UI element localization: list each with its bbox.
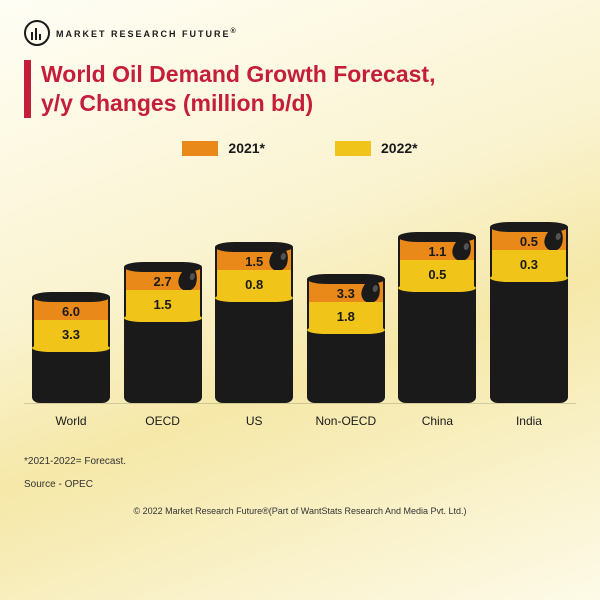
legend-swatch-2021 bbox=[182, 141, 218, 156]
barrel-body bbox=[398, 283, 476, 403]
barrel-lid bbox=[32, 292, 110, 302]
logo-icon bbox=[24, 20, 50, 46]
barrel-body bbox=[32, 343, 110, 403]
legend-label-2022: 2022* bbox=[381, 140, 418, 156]
legend-label-2021: 2021* bbox=[228, 140, 265, 156]
legend: 2021* 2022* bbox=[24, 140, 576, 156]
legend-swatch-2022 bbox=[335, 141, 371, 156]
source-text: Source - OPEC bbox=[24, 479, 576, 490]
value-2022: 1.8 bbox=[307, 302, 385, 330]
axis-label: Non-OECD bbox=[303, 414, 389, 428]
barrel-us: 1.50.8 bbox=[211, 242, 297, 403]
barrel-body bbox=[215, 293, 293, 403]
value-2022: 0.8 bbox=[215, 270, 293, 298]
brand-name: MARKET RESEARCH FUTURE® bbox=[56, 28, 238, 39]
barrel-body bbox=[124, 313, 202, 403]
chart-labels: World OECD US Non-OECD China India bbox=[24, 414, 576, 428]
axis-label: India bbox=[486, 414, 572, 428]
infographic-page: MARKET RESEARCH FUTURE® World Oil Demand… bbox=[0, 0, 600, 600]
value-2022: 3.3 bbox=[32, 320, 110, 348]
barrel-world: 6.03.3 bbox=[28, 292, 114, 403]
axis-label: OECD bbox=[120, 414, 206, 428]
barrel-india: 0.50.3 bbox=[486, 222, 572, 403]
value-2022: 0.3 bbox=[490, 250, 568, 278]
value-2022: 0.5 bbox=[398, 260, 476, 288]
barrel-lid bbox=[124, 262, 202, 272]
barrel-oecd: 2.71.5 bbox=[120, 262, 206, 403]
barrel-china: 1.10.5 bbox=[394, 232, 480, 403]
axis-label: World bbox=[28, 414, 114, 428]
copyright-text: © 2022 Market Research Future®(Part of W… bbox=[24, 506, 576, 516]
barrel-nonoecd: 3.31.8 bbox=[303, 274, 389, 403]
barrel-body bbox=[307, 325, 385, 403]
title-block: World Oil Demand Growth Forecast, y/y Ch… bbox=[24, 60, 576, 118]
barrel-chart: 6.03.32.71.51.50.83.31.81.10.50.50.3 bbox=[24, 174, 576, 404]
legend-item-2021: 2021* bbox=[182, 140, 265, 156]
title-accent-bar bbox=[24, 60, 31, 118]
brand-logo: MARKET RESEARCH FUTURE® bbox=[24, 20, 576, 46]
axis-label: China bbox=[394, 414, 480, 428]
barrel-lid bbox=[215, 242, 293, 252]
value-2022: 1.5 bbox=[124, 290, 202, 318]
page-title: World Oil Demand Growth Forecast, y/y Ch… bbox=[41, 60, 435, 118]
axis-label: US bbox=[211, 414, 297, 428]
legend-item-2022: 2022* bbox=[335, 140, 418, 156]
barrel-lid bbox=[398, 232, 476, 242]
barrel-lid bbox=[490, 222, 568, 232]
barrel-body bbox=[490, 273, 568, 403]
barrel-lid bbox=[307, 274, 385, 284]
footnote: *2021-2022= Forecast. bbox=[24, 456, 576, 467]
